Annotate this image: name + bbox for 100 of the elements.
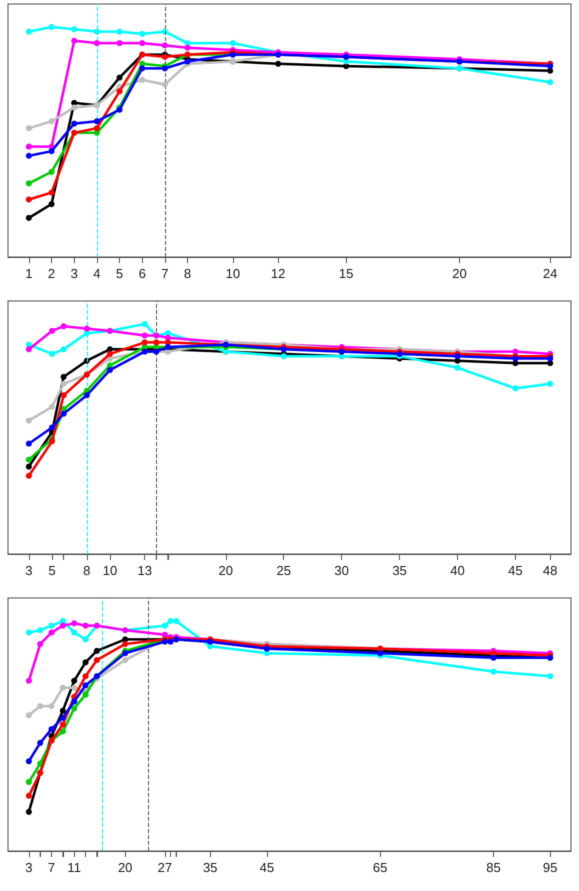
point — [139, 30, 146, 37]
point — [60, 714, 66, 721]
point — [26, 214, 32, 221]
point — [49, 424, 56, 430]
point — [116, 106, 123, 113]
point — [153, 339, 160, 346]
point — [26, 630, 32, 636]
point — [94, 657, 100, 664]
x-tick-label: 5 — [116, 266, 124, 281]
point — [49, 350, 56, 357]
point — [60, 684, 66, 691]
point — [122, 657, 128, 664]
point — [26, 418, 32, 424]
point — [26, 779, 32, 785]
point — [37, 740, 44, 746]
point — [37, 703, 44, 710]
point — [26, 472, 32, 479]
point — [26, 346, 32, 352]
point — [139, 40, 146, 46]
point — [26, 144, 32, 150]
x-tick-label: 11 — [67, 860, 81, 875]
x-tick-label: 13 — [137, 563, 152, 578]
point — [116, 88, 123, 94]
x-tick-label: 35 — [202, 860, 218, 875]
point — [454, 353, 460, 360]
point — [512, 356, 518, 362]
point — [71, 698, 78, 704]
point — [26, 28, 32, 35]
point — [48, 148, 55, 154]
x-tick-label: 3 — [25, 860, 32, 875]
point — [26, 125, 32, 132]
point — [26, 196, 32, 202]
point — [82, 659, 89, 666]
x-tick-label: 95 — [542, 860, 558, 875]
x-tick-label: 4 — [93, 266, 100, 281]
point — [60, 622, 66, 629]
point — [84, 326, 90, 332]
point — [168, 638, 174, 645]
point — [48, 201, 55, 208]
point — [490, 654, 496, 661]
x-tick-label: 1 — [25, 266, 32, 281]
point — [547, 380, 554, 387]
point — [173, 618, 180, 624]
x-tick-label: 8 — [184, 266, 192, 281]
x-tick-label: 10 — [102, 563, 118, 578]
point — [82, 622, 89, 629]
point — [547, 356, 554, 362]
point — [37, 641, 44, 647]
point — [48, 726, 55, 732]
point — [48, 190, 55, 196]
x-tick-label: 20 — [452, 266, 467, 281]
point — [377, 650, 384, 656]
point — [547, 63, 554, 70]
x-tick-label: 3 — [70, 266, 78, 281]
point — [142, 339, 148, 346]
point — [275, 60, 282, 67]
point — [162, 82, 168, 88]
point — [71, 26, 78, 32]
point — [116, 74, 123, 81]
point — [162, 638, 168, 645]
point — [162, 622, 168, 629]
point — [71, 120, 78, 127]
x-tick-label: 45 — [260, 860, 274, 875]
point — [94, 125, 100, 132]
point — [139, 65, 146, 72]
x-tick-label: 65 — [372, 860, 388, 875]
point — [122, 641, 128, 647]
x-tick-label: 85 — [486, 860, 501, 875]
x-tick-label: 10 — [226, 266, 240, 281]
point — [49, 328, 56, 334]
x-tick-label: 8 — [83, 563, 90, 578]
point — [48, 118, 55, 124]
point — [48, 703, 55, 710]
x-tick-label: 25 — [276, 563, 291, 578]
point — [184, 44, 191, 51]
point — [71, 684, 78, 691]
point — [26, 792, 32, 799]
point — [71, 678, 78, 684]
x-tick-label: 7 — [161, 266, 168, 281]
point — [142, 332, 148, 338]
x-tick-label: 48 — [542, 563, 558, 578]
point — [116, 40, 123, 46]
point — [82, 682, 89, 688]
point — [60, 392, 67, 398]
point — [71, 705, 78, 712]
point — [60, 380, 67, 387]
point — [26, 758, 32, 764]
point — [94, 648, 100, 654]
point — [48, 630, 55, 636]
point — [71, 620, 78, 626]
x-tick-label: 45 — [508, 563, 523, 578]
x-tick-label: 2 — [48, 266, 56, 281]
x-tick-label: 20 — [118, 860, 132, 875]
point — [26, 808, 32, 815]
point — [512, 385, 518, 392]
point — [84, 392, 90, 398]
x-tick-label: 5 — [48, 563, 56, 578]
x-tick-label: 12 — [270, 266, 286, 281]
point — [106, 350, 113, 357]
point — [49, 404, 56, 410]
